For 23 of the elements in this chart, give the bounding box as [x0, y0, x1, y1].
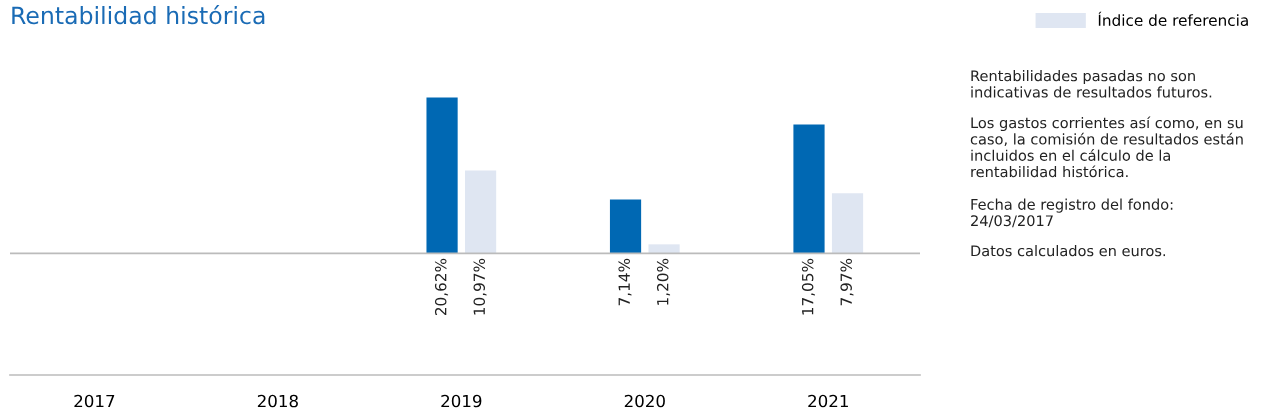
- bar: [793, 124, 825, 254]
- x-tick-label: 2019: [441, 394, 482, 408]
- text: Fecha de registro del fondo: 24/03/2017: [971, 198, 1173, 228]
- x-tick-label: 2020: [624, 394, 665, 408]
- text: Rentabilidades pasadas no son indicativas de resultados futuros.: [971, 70, 1212, 98]
- chart-title: Rentabilidad histórica: [12, 5, 265, 25]
- data-label: 7,14%: [618, 258, 632, 306]
- x-tick-label: 2018: [257, 394, 298, 408]
- bar: [609, 199, 642, 254]
- bar: [426, 97, 458, 254]
- data-label: 10,97%: [473, 258, 487, 315]
- x-tick-label: 2021: [808, 394, 848, 408]
- bar: [648, 244, 680, 254]
- text: Los gastos corrientes así como, en su caso, la comisión de resultados están incluidos en el cálculo de la rentabilidad histórica.: [970, 116, 1243, 178]
- data-label: 7,97%: [840, 258, 854, 306]
- data-label: 20,62%: [434, 258, 449, 316]
- bar: [831, 193, 864, 254]
- data-label: 1,20%: [656, 258, 671, 305]
- text: Datos calculados en euros.: [971, 245, 1166, 257]
- bar: [465, 170, 497, 254]
- data-label: 17,05%: [801, 258, 815, 315]
- legend-label: Índice de referencia: [1098, 11, 1248, 27]
- x-tick-label: 2017: [74, 394, 115, 408]
